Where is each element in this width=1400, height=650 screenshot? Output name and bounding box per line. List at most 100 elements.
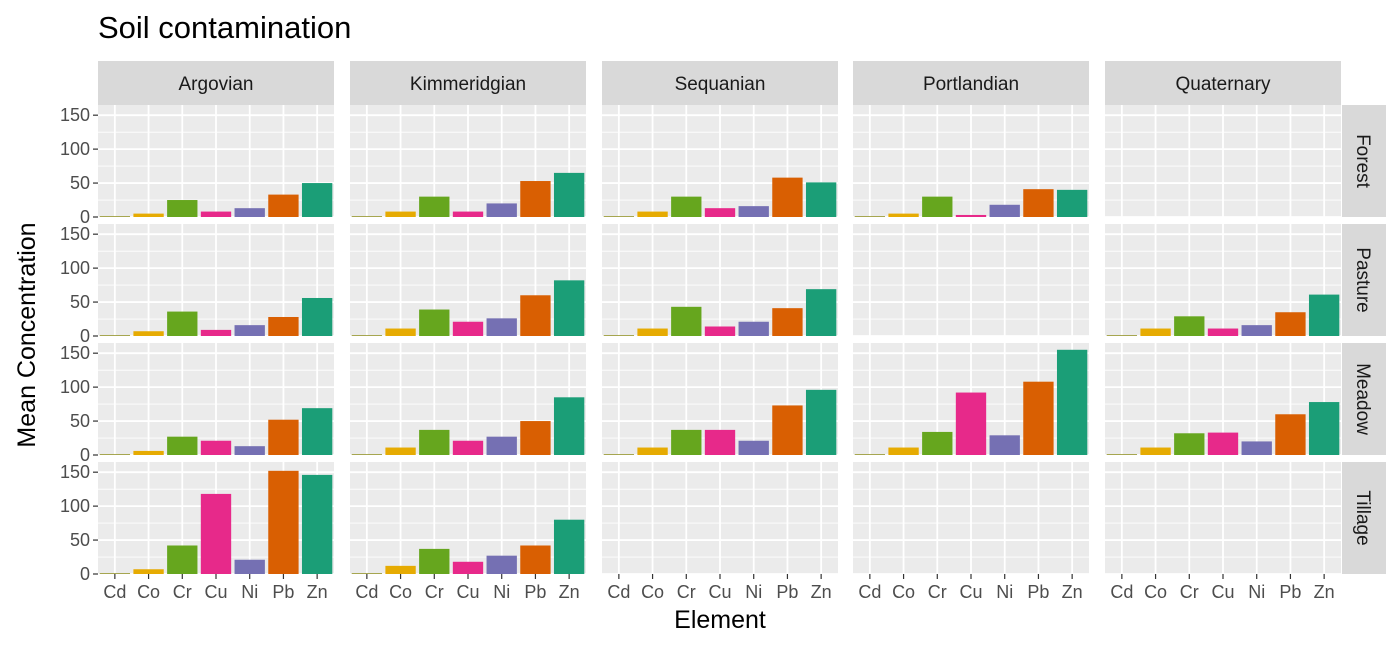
strip-bg-pasture [1342,224,1386,336]
x-tick-label-cu: Cu [1211,582,1234,602]
bar-forest-portlandian-cr [922,196,953,217]
bar-meadow-quaternary-co [1140,447,1171,455]
bar-tillage-kimmeridgian-cd [351,573,383,574]
y-tick-label: 0 [80,564,90,584]
bar-tillage-kimmeridgian-ni [486,555,517,574]
panel-pasture-sequanian [602,224,838,337]
x-tick-label-cr: Cr [928,582,947,602]
bar-pasture-argovian-cu [200,329,232,336]
x-tick-label-pb: Pb [1027,582,1049,602]
column-strip-argovian: Argovian [179,74,254,95]
bar-forest-portlandian-cu [955,214,987,217]
bar-forest-kimmeridgian-zn [553,172,585,217]
bar-meadow-kimmeridgian-ni [486,436,517,455]
bar-pasture-argovian-ni [234,325,265,336]
y-tick-label: 0 [80,326,90,346]
bar-tillage-kimmeridgian-cu [452,561,484,574]
bar-tillage-argovian-ni [234,559,265,574]
bar-tillage-argovian-cu [200,493,232,574]
row-strip-tillage: Tillage [1352,490,1373,545]
bar-pasture-quaternary-cu [1207,328,1239,336]
bar-tillage-argovian-cr [167,545,198,574]
bar-meadow-quaternary-zn [1308,402,1340,455]
x-tick-label-pb: Pb [776,582,798,602]
x-tick-label-co: Co [641,582,664,602]
bar-forest-sequanian-cd [603,216,635,217]
bar-meadow-quaternary-cr [1174,433,1205,455]
y-tick-label: 50 [70,411,90,431]
y-axis-title: Mean Concentration [13,222,41,447]
bar-meadow-portlandian-pb [1023,381,1054,455]
bar-meadow-portlandian-cr [922,431,953,455]
bar-meadow-portlandian-cd [854,454,886,455]
bar-meadow-quaternary-cu [1207,432,1239,455]
x-axis-title: Element [674,606,766,634]
bar-forest-kimmeridgian-cr [419,196,450,217]
row-strip-forest: Forest [1352,134,1373,189]
bar-meadow-sequanian-pb [772,405,803,455]
panel-pasture-quaternary [1105,224,1341,337]
bar-forest-portlandian-zn [1056,189,1088,217]
bar-forest-kimmeridgian-co [385,211,416,217]
strip-bg-quaternary [1105,61,1341,105]
bar-pasture-quaternary-co [1140,328,1171,336]
bar-pasture-argovian-co [133,331,164,336]
bar-forest-sequanian-zn [805,182,837,217]
y-tick-label: 150 [60,224,90,244]
bar-meadow-kimmeridgian-zn [553,397,585,455]
bar-pasture-argovian-cd [99,335,131,336]
x-tick-label-cr: Cr [173,582,192,602]
bar-tillage-argovian-co [133,569,164,574]
bar-meadow-quaternary-ni [1241,441,1272,455]
bar-meadow-sequanian-cu [704,429,736,455]
panel-meadow-sequanian [602,343,838,456]
bar-meadow-kimmeridgian-co [385,447,416,455]
bar-forest-argovian-cr [167,200,198,217]
x-tick-label-cr: Cr [1180,582,1199,602]
panel-meadow-argovian: 0 50 100 150 [60,343,334,465]
x-tick-label-cd: Cd [355,582,378,602]
y-tick-label: 100 [60,258,90,278]
bar-forest-argovian-zn [301,183,333,217]
bar-pasture-sequanian-co [637,328,668,336]
bar-forest-sequanian-cr [671,196,702,217]
bar-meadow-portlandian-zn [1056,349,1088,455]
x-tick-label-pb: Pb [272,582,294,602]
bar-meadow-kimmeridgian-pb [520,421,551,455]
x-tick-label-cu: Cu [959,582,982,602]
panel-forest-quaternary [1105,105,1341,218]
y-tick-label: 150 [60,105,90,125]
strip-bg-argovian [98,61,334,105]
bar-forest-kimmeridgian-ni [486,203,517,217]
bar-pasture-kimmeridgian-cu [452,321,484,336]
x-tick-label-cd: Cd [1110,582,1133,602]
strip-bg-tillage [1342,462,1386,574]
bar-meadow-quaternary-pb [1275,414,1306,455]
bar-forest-kimmeridgian-pb [520,181,551,217]
bar-forest-kimmeridgian-cu [452,211,484,217]
bar-tillage-kimmeridgian-pb [520,545,551,574]
panel-meadow-quaternary [1105,343,1341,456]
bar-pasture-kimmeridgian-cd [351,335,383,336]
bar-pasture-quaternary-ni [1241,325,1272,336]
x-tick-label-pb: Pb [524,582,546,602]
bar-forest-portlandian-co [888,213,919,217]
panel-tillage-kimmeridgian: Cd Co Cr Cu Ni Pb Zn [350,462,586,602]
panel-forest-kimmeridgian [350,105,586,218]
panel-forest-argovian: 0 50 100 150 [60,105,334,227]
bar-meadow-portlandian-co [888,447,919,455]
bar-forest-kimmeridgian-cd [351,216,383,217]
panel-meadow-portlandian [853,343,1089,456]
x-tick-label-ni: Ni [241,582,258,602]
x-tick-label-cd: Cd [858,582,881,602]
bar-tillage-argovian-pb [268,470,299,574]
strip-bg-kimmeridgian [350,61,586,105]
bar-meadow-argovian-cr [167,436,198,455]
x-tick-label-cd: Cd [103,582,126,602]
panel-tillage-portlandian: Cd Co Cr Cu Ni Pb Zn [853,462,1089,602]
bar-meadow-argovian-pb [268,419,299,455]
bar-pasture-kimmeridgian-pb [520,295,551,336]
x-tick-label-ni: Ni [1248,582,1265,602]
panel-meadow-kimmeridgian [350,343,586,456]
bar-pasture-kimmeridgian-cr [419,309,450,336]
